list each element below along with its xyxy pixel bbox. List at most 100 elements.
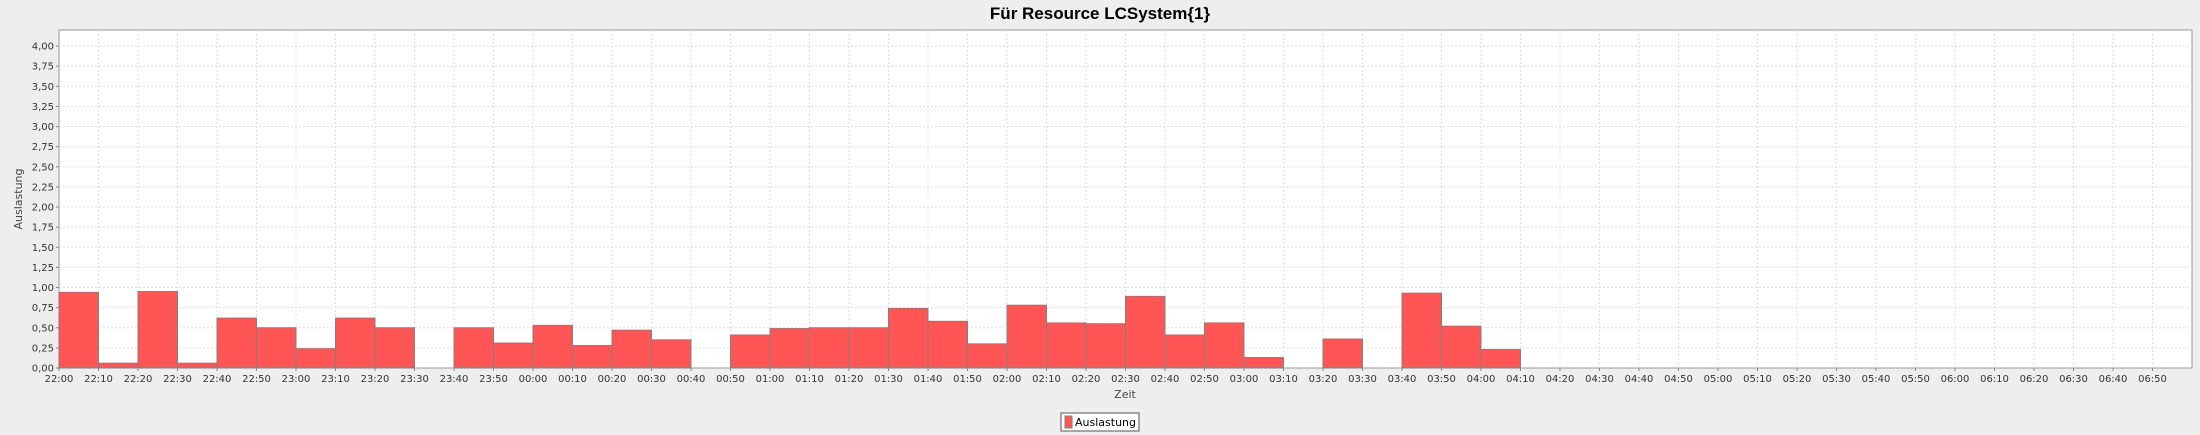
- x-axis-label: Zeit: [1114, 388, 1136, 401]
- x-tick-label: 22:50: [242, 374, 271, 385]
- y-tick-label: 2,00: [32, 203, 54, 214]
- y-tick-label: 1,50: [32, 243, 54, 254]
- x-tick-label: 01:50: [953, 374, 982, 385]
- bar: [1243, 357, 1284, 369]
- x-tick-label: 06:10: [1980, 374, 2009, 385]
- x-tick-label: 04:00: [1467, 374, 1496, 385]
- x-tick-label: 06:40: [2099, 374, 2128, 385]
- bar: [177, 362, 218, 369]
- y-tick-label: 1,75: [32, 223, 54, 234]
- bar: [967, 343, 1008, 369]
- bar: [137, 291, 178, 369]
- x-tick-label: 06:00: [1941, 374, 1970, 385]
- x-tick-label: 06:50: [2138, 374, 2167, 385]
- bar: [58, 291, 99, 369]
- bar: [888, 307, 929, 369]
- x-tick-label: 05:30: [1822, 374, 1851, 385]
- bar: [295, 348, 336, 369]
- x-tick-label: 06:20: [2020, 374, 2049, 385]
- x-tick-label: 04:10: [1506, 374, 1535, 385]
- x-tick-label: 02:30: [1111, 374, 1140, 385]
- bar: [1125, 295, 1166, 369]
- y-tick-label: 2,75: [32, 142, 54, 153]
- bar: [1085, 323, 1126, 369]
- bar: [1006, 304, 1047, 369]
- y-tick-label: 3,00: [32, 122, 54, 133]
- bar: [374, 327, 415, 369]
- y-tick-label: 3,75: [32, 62, 54, 73]
- y-tick-label: 3,25: [32, 102, 54, 113]
- bar: [572, 344, 613, 369]
- bar-series: [58, 291, 1521, 369]
- x-tick-label: 02:50: [1190, 374, 1219, 385]
- chart-title: Für Resource LCSystem{1}: [990, 4, 1211, 23]
- x-tick-label: 01:10: [795, 374, 824, 385]
- x-tick-label: 00:50: [716, 374, 745, 385]
- x-tick-label: 01:20: [835, 374, 864, 385]
- y-tick-label: 1,25: [32, 263, 54, 274]
- horizontal-gridlines: [59, 45, 2192, 349]
- bar: [611, 329, 652, 369]
- x-tick-label: 01:00: [756, 374, 785, 385]
- x-tick-label: 03:00: [1230, 374, 1259, 385]
- x-tick-label: 23:40: [440, 374, 469, 385]
- x-tick-label: 03:40: [1388, 374, 1417, 385]
- bar: [1164, 334, 1205, 369]
- y-tick-label: 0,50: [32, 323, 54, 334]
- y-tick-label: 0,75: [32, 303, 54, 314]
- x-tick-label: 04:30: [1585, 374, 1614, 385]
- bar: [493, 342, 534, 369]
- x-tick-label: 05:50: [1901, 374, 1930, 385]
- x-tick-label: 03:30: [1348, 374, 1377, 385]
- x-tick-label: 22:30: [163, 374, 192, 385]
- x-tick-label: 05:10: [1743, 374, 1772, 385]
- bar: [335, 317, 376, 369]
- x-tick-label: 04:40: [1625, 374, 1654, 385]
- x-tick-label: 01:40: [914, 374, 943, 385]
- x-tick-label: 23:00: [282, 374, 311, 385]
- x-tick-label: 03:50: [1427, 374, 1456, 385]
- y-tick-label: 2,25: [32, 182, 54, 193]
- x-tick-label: 04:20: [1546, 374, 1575, 385]
- bar: [1322, 338, 1363, 369]
- y-tick-label: 1,00: [32, 283, 54, 294]
- y-tick-label: 0,00: [32, 364, 54, 375]
- x-axis-ticks: 22:00 22:10 22:20 22:30 22:40 22:50 23:00 23:10…: [45, 368, 2167, 385]
- legend-swatch: [1064, 415, 1073, 429]
- y-tick-label: 2,50: [32, 162, 54, 173]
- bar: [730, 334, 771, 369]
- bar: [769, 328, 810, 369]
- bar: [453, 327, 494, 369]
- x-tick-label: 02:40: [1151, 374, 1180, 385]
- bar: [98, 362, 139, 369]
- bar: [651, 339, 692, 369]
- bar: [848, 327, 889, 369]
- bar: [1401, 292, 1442, 369]
- x-tick-label: 05:00: [1704, 374, 1733, 385]
- x-tick-label: 22:00: [45, 374, 74, 385]
- x-tick-label: 00:40: [677, 374, 706, 385]
- y-axis-label: Auslastung: [12, 169, 25, 230]
- x-tick-label: 22:20: [124, 374, 153, 385]
- x-tick-label: 00:30: [637, 374, 666, 385]
- bar: [809, 327, 850, 369]
- bar: [927, 320, 968, 369]
- x-tick-label: 00:00: [519, 374, 548, 385]
- bar: [1204, 322, 1245, 369]
- bar: [1046, 322, 1087, 369]
- x-tick-label: 03:20: [1309, 374, 1338, 385]
- y-axis-ticks: 0,00 0,25 0,50 0,75 1,00 1,25 1,50 1,75 2,00 2,25…: [32, 42, 59, 375]
- x-tick-label: 02:10: [1032, 374, 1061, 385]
- x-tick-label: 00:10: [558, 374, 587, 385]
- x-tick-label: 02:20: [1072, 374, 1101, 385]
- x-tick-label: 05:20: [1783, 374, 1812, 385]
- x-tick-label: 23:10: [321, 374, 350, 385]
- x-tick-label: 23:30: [400, 374, 429, 385]
- y-tick-label: 3,50: [32, 82, 54, 93]
- x-tick-label: 22:40: [203, 374, 232, 385]
- y-tick-label: 0,25: [32, 343, 54, 354]
- x-tick-label: 23:20: [361, 374, 390, 385]
- bar: [532, 324, 573, 369]
- bar: [1441, 325, 1482, 369]
